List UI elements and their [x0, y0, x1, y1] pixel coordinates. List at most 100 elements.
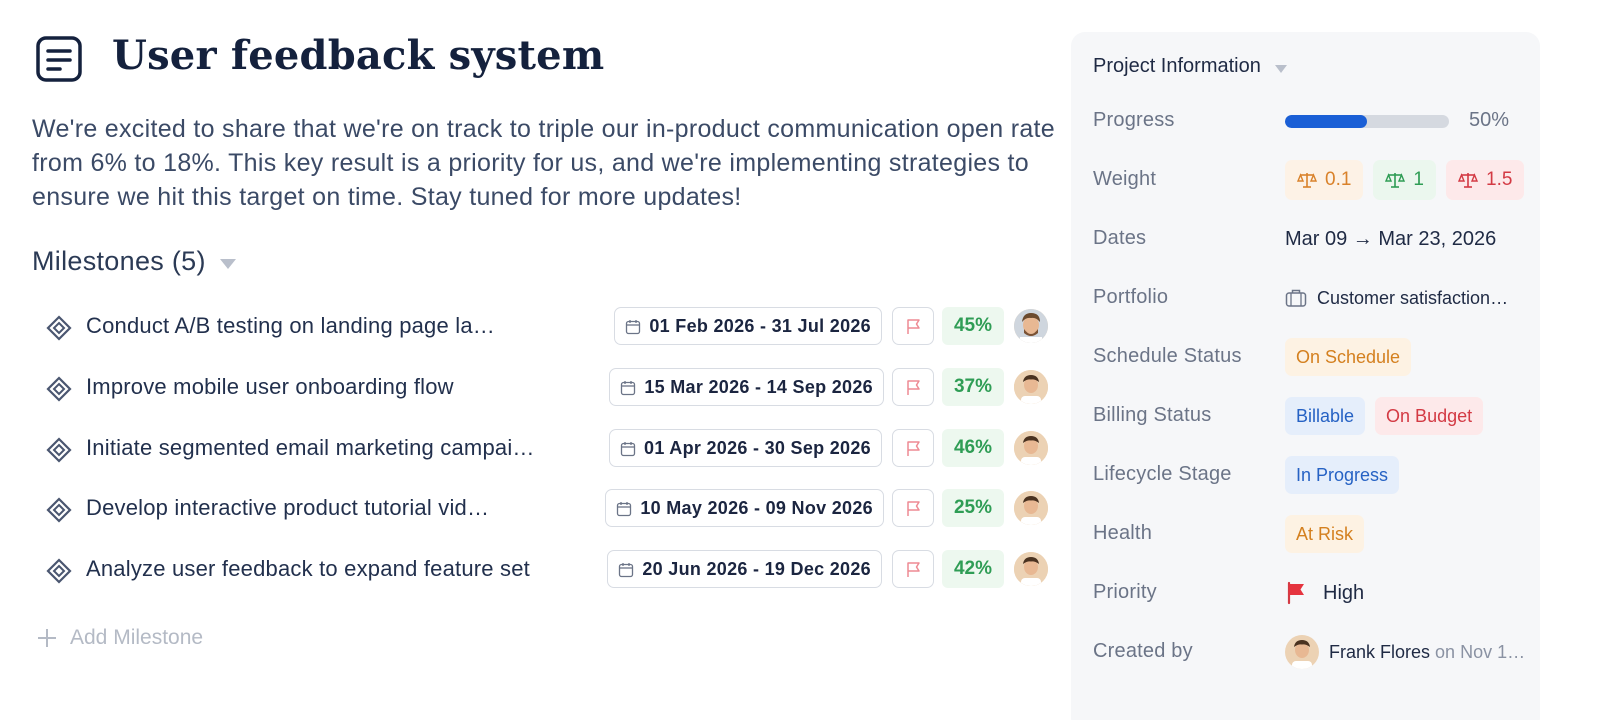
- add-milestone-button[interactable]: Add Milestone: [36, 626, 203, 650]
- billing-status-label: Billing Status: [1093, 404, 1212, 426]
- lifecycle-stage-badge[interactable]: In Progress: [1285, 456, 1400, 494]
- progress-bar-fill: [1285, 114, 1367, 128]
- milestone-progress: 45%: [942, 307, 1004, 345]
- milestones-header: Milestones (5): [32, 246, 236, 277]
- plus-icon: [38, 629, 56, 647]
- milestone-flag-button[interactable]: [892, 429, 934, 467]
- milestone-name[interactable]: Improve mobile user onboarding flow: [86, 374, 454, 399]
- lifecycle-stage-value: In Progress: [1285, 455, 1400, 495]
- milestone-name[interactable]: Conduct A/B testing on landing page la…: [86, 313, 495, 338]
- milestone-date-range[interactable]: 10 May 2026 - 09 Nov 2026: [605, 489, 884, 527]
- weight-values: 0.1 1 1.5: [1285, 160, 1525, 200]
- milestone-date-text: 20 Jun 2026 - 19 Dec 2026: [642, 559, 871, 579]
- milestone-name[interactable]: Develop interactive product tutorial vid…: [86, 495, 490, 520]
- creator-on: on: [1435, 641, 1456, 662]
- milestone-date-text: 10 May 2026 - 09 Nov 2026: [640, 498, 873, 518]
- milestone-row[interactable]: Initiate segmented email marketing campa…: [0, 425, 1080, 473]
- milestone-date-text: 15 Mar 2026 - 14 Sep 2026: [644, 377, 873, 397]
- flag-icon: [907, 562, 920, 577]
- progress-row: Progress 50%: [1093, 101, 1523, 141]
- creator-name: Frank Flores: [1329, 641, 1431, 662]
- weight-label: Weight: [1093, 168, 1157, 190]
- weight-value: 1.5: [1486, 169, 1513, 190]
- dates-label: Dates: [1093, 227, 1147, 249]
- creator-info[interactable]: Frank Flores on Nov 1…: [1329, 642, 1525, 663]
- chevron-down-icon[interactable]: [219, 258, 236, 269]
- scale-icon: [1297, 173, 1317, 188]
- scale-icon: [1458, 173, 1478, 188]
- flag-icon: [1287, 581, 1304, 605]
- milestone-diamond-icon: [46, 376, 72, 402]
- milestone-row[interactable]: Develop interactive product tutorial vid…: [0, 485, 1080, 533]
- milestone-diamond-icon: [46, 497, 72, 523]
- avatar[interactable]: [1014, 370, 1048, 404]
- add-milestone-label: Add Milestone: [70, 626, 204, 649]
- milestone-date-range[interactable]: 15 Mar 2026 - 14 Sep 2026: [609, 368, 884, 406]
- milestone-row[interactable]: Improve mobile user onboarding flow 15 M…: [0, 364, 1080, 412]
- milestone-flag-button[interactable]: [892, 550, 934, 588]
- milestone-name[interactable]: Initiate segmented email marketing campa…: [86, 435, 535, 460]
- avatar[interactable]: [1285, 635, 1319, 669]
- health-badge[interactable]: At Risk: [1285, 515, 1365, 553]
- milestone-progress: 42%: [942, 550, 1004, 588]
- created-by-value: Frank Flores on Nov 1…: [1285, 632, 1525, 672]
- milestone-flag-button[interactable]: [892, 368, 934, 406]
- calendar-icon: [626, 320, 641, 335]
- milestone-date-text: 01 Feb 2026 - 31 Jul 2026: [649, 316, 871, 336]
- milestone-diamond-icon: [46, 558, 72, 584]
- dates-row: Dates Mar 09 → Mar 23, 2026: [1093, 219, 1523, 259]
- panel-header[interactable]: Project Information: [1093, 55, 1287, 78]
- billing-status-value: Billable On Budget: [1285, 396, 1484, 436]
- priority-value[interactable]: High: [1285, 573, 1364, 613]
- dates-value[interactable]: Mar 09 → Mar 23, 2026: [1285, 227, 1497, 250]
- milestone-flag-button[interactable]: [892, 489, 934, 527]
- project-info-panel: Project Information Progress 50% Weight …: [1071, 32, 1540, 720]
- page-description[interactable]: We're excited to share that we're on tra…: [32, 115, 1055, 211]
- milestone-progress: 46%: [942, 429, 1004, 467]
- calendar-icon: [620, 442, 636, 457]
- milestone-date-range[interactable]: 01 Feb 2026 - 31 Jul 2026: [614, 307, 882, 345]
- progress-label: Progress: [1093, 109, 1175, 131]
- priority-row: Priority High: [1093, 573, 1523, 613]
- avatar[interactable]: [1014, 552, 1048, 586]
- milestone-progress: 37%: [942, 368, 1004, 406]
- page-title[interactable]: User feedback system: [112, 32, 605, 79]
- portfolio-label: Portfolio: [1093, 286, 1169, 308]
- priority-text: High: [1323, 581, 1365, 604]
- milestone-diamond-icon: [46, 437, 72, 463]
- avatar[interactable]: [1014, 491, 1048, 525]
- main-content: User feedback system We're excited to sh…: [0, 32, 1080, 650]
- flag-icon: [907, 501, 920, 516]
- briefcase-icon: [1285, 289, 1307, 307]
- health-value: At Risk: [1285, 514, 1365, 554]
- flag-icon: [907, 441, 920, 456]
- milestone-progress: 25%: [942, 489, 1004, 527]
- weight-chip[interactable]: 1: [1373, 160, 1436, 200]
- milestone-date-range[interactable]: 20 Jun 2026 - 19 Dec 2026: [607, 550, 882, 588]
- avatar[interactable]: [1014, 431, 1048, 465]
- created-by-row: Created by Frank Flores on Nov 1…: [1093, 632, 1525, 672]
- milestone-name[interactable]: Analyze user feedback to expand feature …: [86, 556, 530, 581]
- billing-status-row: Billing Status Billable On Budget: [1093, 396, 1523, 436]
- portfolio-value[interactable]: Customer satisfaction…: [1285, 278, 1508, 318]
- milestone-row[interactable]: Analyze user feedback to expand feature …: [0, 546, 1080, 594]
- calendar-icon: [621, 381, 636, 396]
- avatar[interactable]: [1014, 309, 1048, 343]
- milestone-date-range[interactable]: 01 Apr 2026 - 30 Sep 2026: [609, 429, 882, 467]
- schedule-status-badge[interactable]: On Schedule: [1285, 338, 1412, 376]
- milestone-row[interactable]: Conduct A/B testing on landing page la… …: [0, 303, 1080, 351]
- weight-chip[interactable]: 1.5: [1446, 160, 1525, 200]
- billing-status-badge[interactable]: Billable: [1285, 397, 1366, 435]
- panel-title: Project Information: [1093, 55, 1261, 77]
- budget-status-badge[interactable]: On Budget: [1375, 397, 1484, 435]
- lifecycle-stage-label: Lifecycle Stage: [1093, 463, 1232, 485]
- chevron-down-icon[interactable]: [1274, 64, 1287, 73]
- progress-value: [1285, 101, 1449, 141]
- weight-chip[interactable]: 0.1: [1285, 160, 1364, 200]
- calendar-icon: [617, 502, 632, 517]
- weight-value: 1: [1413, 169, 1424, 190]
- schedule-status-value: On Schedule: [1285, 337, 1412, 377]
- flag-icon: [907, 380, 920, 395]
- health-label: Health: [1093, 522, 1153, 544]
- milestone-flag-button[interactable]: [892, 307, 934, 345]
